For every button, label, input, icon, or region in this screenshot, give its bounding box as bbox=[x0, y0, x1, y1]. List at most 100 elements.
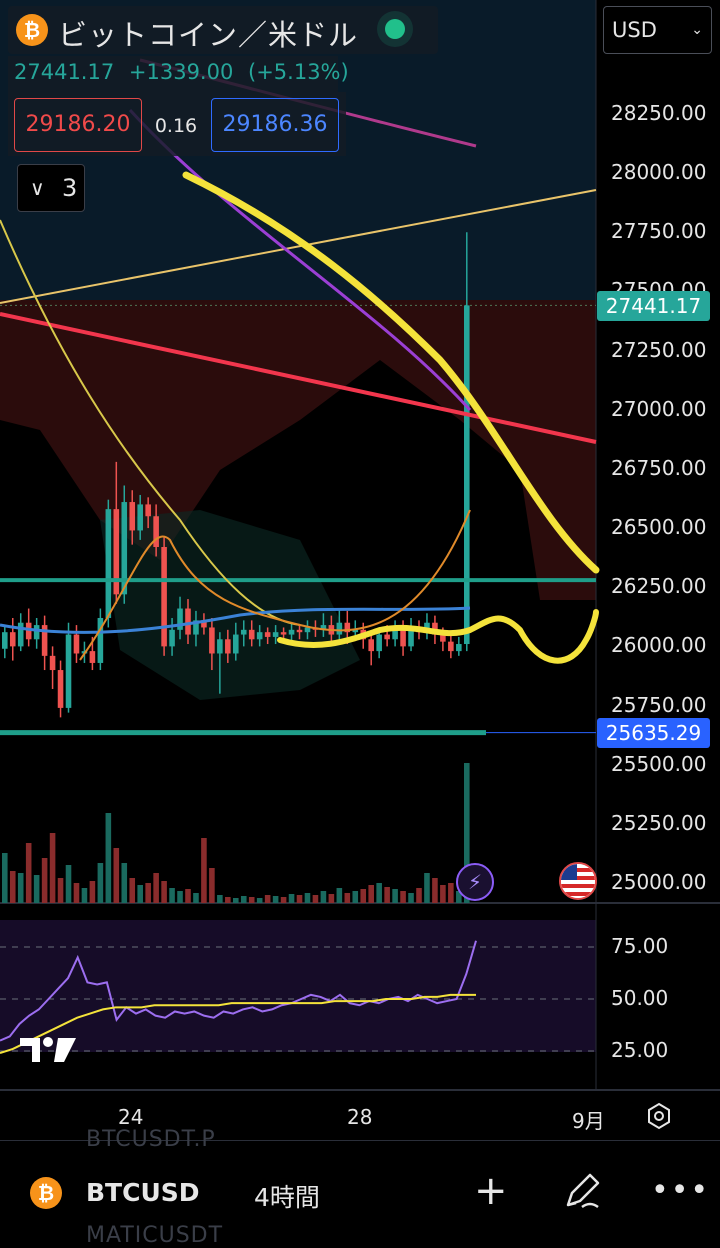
candle-body-16 bbox=[129, 502, 136, 531]
ma-yellow-thick bbox=[182, 171, 600, 574]
candle-body-49 bbox=[392, 629, 398, 640]
volume-bar-55 bbox=[440, 885, 446, 903]
volume-bar-42 bbox=[336, 888, 343, 903]
volume-bar-13 bbox=[105, 813, 112, 903]
candle-body-36 bbox=[288, 629, 295, 635]
volume-bar-43 bbox=[344, 893, 351, 903]
candle-body-51 bbox=[408, 627, 414, 647]
volume-bar-20 bbox=[161, 881, 167, 903]
volume-bar-24 bbox=[193, 893, 199, 903]
volume-bar-36 bbox=[288, 894, 295, 903]
candle-body-4 bbox=[33, 625, 40, 640]
market-open-icon bbox=[385, 19, 405, 39]
chart-canvas[interactable] bbox=[0, 0, 720, 1140]
candle-body-12 bbox=[97, 617, 104, 663]
ghost-symbol-top: BTCUSDT.P bbox=[86, 1127, 216, 1152]
candle-body-14 bbox=[113, 509, 120, 595]
price-tick-7: 26500.00 bbox=[611, 515, 707, 540]
level-price-tag: 25635.29 bbox=[597, 718, 710, 748]
candle-body-2 bbox=[17, 622, 24, 647]
pen-icon[interactable] bbox=[562, 1171, 602, 1211]
volume-bar-14 bbox=[113, 848, 120, 903]
tradingview-logo bbox=[20, 1037, 76, 1062]
volume-bar-2 bbox=[17, 873, 24, 903]
settings-icon[interactable] bbox=[645, 1102, 673, 1130]
volume-bar-53 bbox=[424, 873, 430, 903]
volume-bar-32 bbox=[256, 898, 263, 903]
symbol-button[interactable]: BTCUSD bbox=[86, 1178, 200, 1207]
x-label-2: 9月 bbox=[572, 1109, 605, 1133]
candle-body-8 bbox=[65, 634, 72, 708]
chevron-down-icon: ∨ bbox=[30, 176, 45, 200]
volume-bar-58 bbox=[464, 763, 470, 903]
candle-body-37 bbox=[296, 629, 303, 633]
candle-body-30 bbox=[240, 629, 247, 635]
sell-button[interactable]: 29186.20 bbox=[14, 98, 142, 152]
volume-bar-19 bbox=[153, 873, 159, 903]
price-change: +1339.00 bbox=[128, 60, 234, 84]
candle-body-15 bbox=[121, 502, 128, 595]
indicators-toggle[interactable]: ∨ 3 bbox=[17, 164, 85, 212]
lightning-icon[interactable]: ⚡ bbox=[456, 863, 494, 901]
price-tick-10: 25750.00 bbox=[611, 692, 707, 717]
bitcoin-icon: ₿ bbox=[30, 1177, 62, 1209]
volume-bar-5 bbox=[41, 858, 48, 903]
us-flag-icon[interactable] bbox=[559, 862, 597, 900]
volume-bar-52 bbox=[416, 888, 422, 903]
volume-bar-38 bbox=[304, 893, 311, 903]
volume-bar-31 bbox=[248, 897, 255, 903]
candle-body-6 bbox=[49, 655, 56, 671]
candle-body-47 bbox=[376, 634, 382, 652]
more-icon[interactable]: ••• bbox=[651, 1173, 711, 1208]
ma-orange bbox=[79, 509, 471, 661]
candle-body-29 bbox=[233, 634, 239, 654]
last-price: 27441.17 bbox=[14, 60, 115, 84]
volume-bar-37 bbox=[296, 895, 303, 903]
volume-bar-45 bbox=[360, 889, 367, 903]
candle-body-46 bbox=[368, 639, 374, 652]
volume-bar-10 bbox=[81, 888, 88, 903]
candle-body-18 bbox=[145, 504, 151, 517]
candle-body-25 bbox=[201, 620, 207, 628]
candle-body-35 bbox=[280, 632, 287, 635]
trade-panel bbox=[8, 92, 346, 156]
price-tick-2: 27750.00 bbox=[611, 219, 707, 244]
volume-bar-4 bbox=[33, 875, 40, 903]
volume-bar-35 bbox=[280, 897, 287, 903]
price-tick-9: 26000.00 bbox=[611, 633, 707, 658]
price-change-pct: (+5.13%) bbox=[248, 60, 349, 84]
candle-body-44 bbox=[352, 629, 359, 633]
candle-body-7 bbox=[57, 670, 64, 708]
candle-body-13 bbox=[105, 509, 112, 618]
symbol-title[interactable]: ビットコイン／米ドル bbox=[58, 18, 359, 52]
symbol-header[interactable] bbox=[8, 6, 438, 54]
rsi-tick-2: 25.00 bbox=[611, 1038, 669, 1062]
plus-icon[interactable]: + bbox=[474, 1168, 508, 1214]
volume-bar-34 bbox=[272, 896, 279, 903]
volume-bar-8 bbox=[65, 865, 72, 903]
buy-button[interactable]: 29186.36 bbox=[211, 98, 339, 152]
candle-body-0 bbox=[2, 632, 8, 649]
price-tick-0: 28250.00 bbox=[611, 101, 707, 125]
volume-bar-50 bbox=[400, 891, 406, 903]
indicators-count: 3 bbox=[62, 174, 78, 202]
candle-body-3 bbox=[25, 622, 32, 640]
candle-body-9 bbox=[73, 634, 80, 654]
rsi-band bbox=[0, 920, 596, 1052]
currency-select[interactable]: USD ⌄ bbox=[603, 6, 712, 54]
volume-bar-28 bbox=[225, 897, 231, 903]
price-tick-12: 25250.00 bbox=[611, 810, 707, 835]
candle-body-57 bbox=[456, 644, 462, 652]
candle-body-20 bbox=[161, 547, 167, 647]
volume-bar-40 bbox=[320, 891, 327, 903]
price-tick-4: 27250.00 bbox=[611, 337, 707, 362]
chart-area[interactable]: ₿ ビットコイン／米ドル 27441.17 +1339.00 (+5.13%) … bbox=[0, 0, 720, 1140]
volume-bar-54 bbox=[432, 878, 438, 903]
currency-value: USD bbox=[612, 18, 657, 42]
spread-value: 0.16 bbox=[154, 115, 198, 137]
price-tick-1: 28000.00 bbox=[611, 160, 707, 185]
timeframe-button[interactable]: 4時間 bbox=[254, 1183, 320, 1212]
candle-body-19 bbox=[153, 516, 159, 548]
ghost-symbol-bottom: MATICUSDT bbox=[86, 1223, 224, 1248]
volume-bar-33 bbox=[264, 895, 271, 903]
